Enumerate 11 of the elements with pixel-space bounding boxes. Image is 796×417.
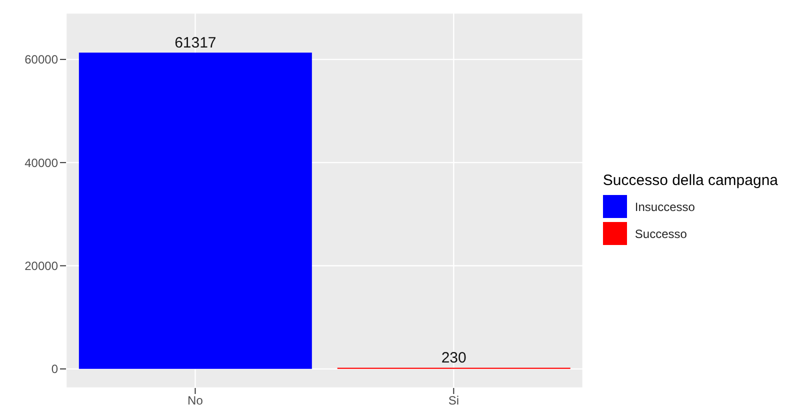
legend-label: Insuccesso xyxy=(634,200,695,214)
legend-title: Successo della campagna xyxy=(602,172,778,189)
x-tick-label: Si xyxy=(448,394,460,408)
data-label: 61317 xyxy=(174,34,216,52)
y-tick-label: 20000 xyxy=(24,259,58,274)
y-tick-label: 0 xyxy=(51,362,58,376)
y-tick-label: 60000 xyxy=(24,52,58,67)
legend-label: Successo xyxy=(634,226,687,240)
x-tick-label: No xyxy=(188,394,204,408)
data-label: 230 xyxy=(441,350,466,367)
y-tick-label: 40000 xyxy=(24,156,58,170)
